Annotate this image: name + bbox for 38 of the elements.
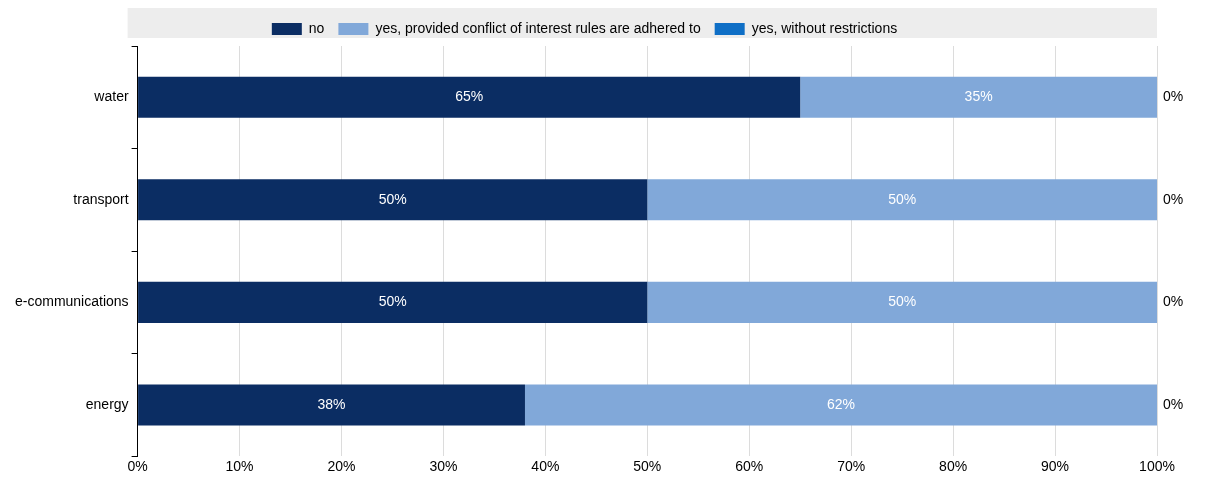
bar [138,281,648,323]
legend-label: no [308,19,325,36]
data-label: 62% [826,395,855,412]
x-tick-label: 80% [939,458,968,475]
x-tick-label: 60% [735,458,764,475]
x-tick-label: 50% [633,458,662,475]
legend-label: yes, provided conflict of interest rules are adhered to [375,19,701,36]
x-tick-label: 0% [127,458,148,475]
data-label: 0% [1163,293,1184,310]
data-label: 0% [1163,88,1184,105]
x-tick-label: 90% [1041,458,1070,475]
x-tick-label: 10% [225,458,254,475]
y-tick-label: energy [85,395,129,412]
bar [524,384,1157,426]
x-tick-label: 20% [327,458,356,475]
data-label: 50% [888,190,917,207]
data-label: 50% [378,190,407,207]
legend-label: yes, without restrictions [751,19,898,36]
x-tick-label: 40% [531,458,560,475]
data-label: 35% [964,88,993,105]
bar [138,384,525,426]
bar [647,179,1157,221]
y-tick-label: e-communications [14,293,129,310]
x-tick-label: 100% [1139,458,1175,475]
data-label: 0% [1163,395,1184,412]
data-label: 0% [1163,190,1184,207]
bar [647,281,1157,323]
y-tick-label: water [93,88,129,105]
x-tick-label: 70% [837,458,866,475]
data-label: 50% [888,293,917,310]
data-label: 50% [378,293,407,310]
data-label: 38% [317,395,346,412]
data-label: 65% [455,88,484,105]
bar [800,76,1157,118]
bar [138,179,648,221]
x-tick-label: 30% [429,458,458,475]
bar [138,76,801,118]
y-tick-label: transport [73,190,129,207]
